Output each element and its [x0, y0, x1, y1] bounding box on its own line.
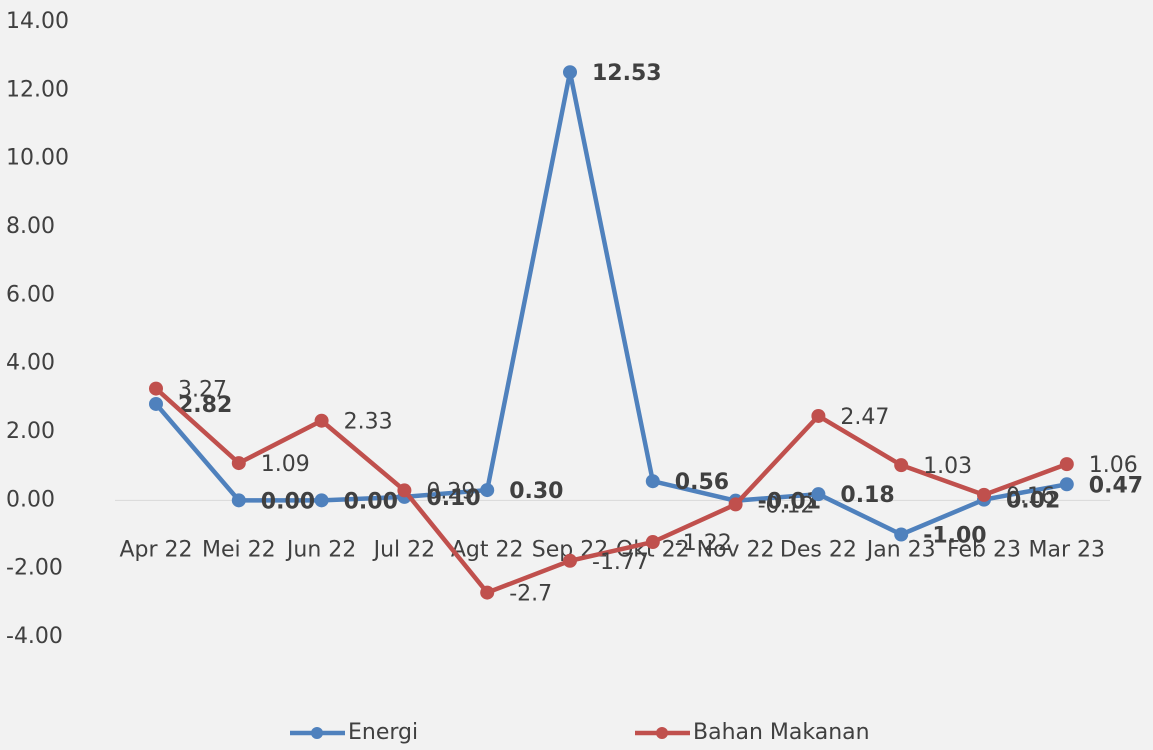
- data-label: 1.09: [261, 452, 310, 477]
- data-label: -1.00: [923, 524, 986, 549]
- point: [645, 535, 660, 550]
- y-tick-label: 6.00: [6, 282, 55, 307]
- data-label: 0.29: [426, 479, 475, 504]
- data-label: -2.7: [509, 582, 552, 607]
- data-label: 0.18: [840, 483, 894, 508]
- point: [231, 456, 246, 471]
- point: [977, 487, 991, 502]
- series-line: [154, 386, 1068, 596]
- x-tick-label: Mei 22: [202, 537, 276, 562]
- x-tick-label: Feb 23: [947, 537, 1021, 562]
- y-tick-label: 12.00: [6, 77, 69, 102]
- x-tick-label: Agt 22: [451, 537, 524, 562]
- legend-marker: [656, 727, 668, 739]
- data-label: -1.77: [592, 550, 649, 575]
- data-label: 3.27: [178, 378, 227, 403]
- series-line: [154, 71, 1068, 537]
- data-label: 0.56: [675, 470, 729, 495]
- legend-label: Bahan Makanan: [693, 720, 870, 745]
- point: [231, 493, 246, 508]
- point: [811, 487, 826, 502]
- point: [894, 458, 909, 473]
- y-tick-label: 4.00: [6, 351, 55, 376]
- point: [480, 483, 495, 498]
- point: [563, 553, 577, 568]
- point: [149, 396, 163, 411]
- data-label: 0.16: [1006, 484, 1055, 509]
- y-tick-label: -4.00: [6, 624, 63, 649]
- x-tick-label: Jul 22: [372, 537, 436, 562]
- legend-label: Energi: [348, 720, 418, 745]
- point: [645, 474, 660, 489]
- data-label: 1.03: [923, 454, 972, 479]
- y-tick-label: 0.00: [6, 487, 55, 512]
- data-label: -1.22: [675, 531, 732, 556]
- point: [563, 65, 577, 80]
- point: [397, 483, 412, 498]
- data-label: 0.10: [426, 486, 480, 511]
- legend-marker: [311, 727, 323, 739]
- data-label: -0.01: [758, 490, 821, 515]
- point: [149, 381, 163, 396]
- data-label: 2.33: [344, 410, 393, 435]
- point: [811, 408, 826, 423]
- point: [894, 527, 909, 542]
- data-label: -0.12: [758, 493, 815, 518]
- data-label: 0.30: [509, 479, 563, 504]
- x-tick-label: Jan 23: [865, 537, 936, 562]
- x-tick-label: Jun 22: [285, 537, 356, 562]
- y-tick-label: 8.00: [6, 214, 55, 239]
- point: [314, 413, 329, 428]
- x-tick-label: Nov 22: [697, 537, 775, 562]
- data-label: 0.02: [1006, 489, 1060, 514]
- x-tick-label: Apr 22: [119, 537, 192, 562]
- data-label: 2.47: [840, 405, 889, 430]
- y-tick-label: 14.00: [6, 9, 69, 34]
- data-label: 0.47: [1089, 473, 1143, 498]
- y-tick-label: 2.00: [6, 419, 55, 444]
- x-tick-label: Des 22: [780, 537, 857, 562]
- data-label: 0.00: [261, 489, 315, 514]
- point: [480, 585, 495, 600]
- point: [1059, 457, 1074, 472]
- y-tick-label: 10.00: [6, 146, 69, 171]
- data-label: 12.53: [592, 61, 662, 86]
- point: [1059, 477, 1074, 492]
- data-label: 0.00: [344, 489, 398, 514]
- x-tick-label: Mar 23: [1029, 537, 1106, 562]
- point: [728, 497, 743, 512]
- point: [314, 493, 329, 508]
- data-label: 1.06: [1089, 453, 1138, 478]
- y-tick-label: -2.00: [6, 556, 63, 581]
